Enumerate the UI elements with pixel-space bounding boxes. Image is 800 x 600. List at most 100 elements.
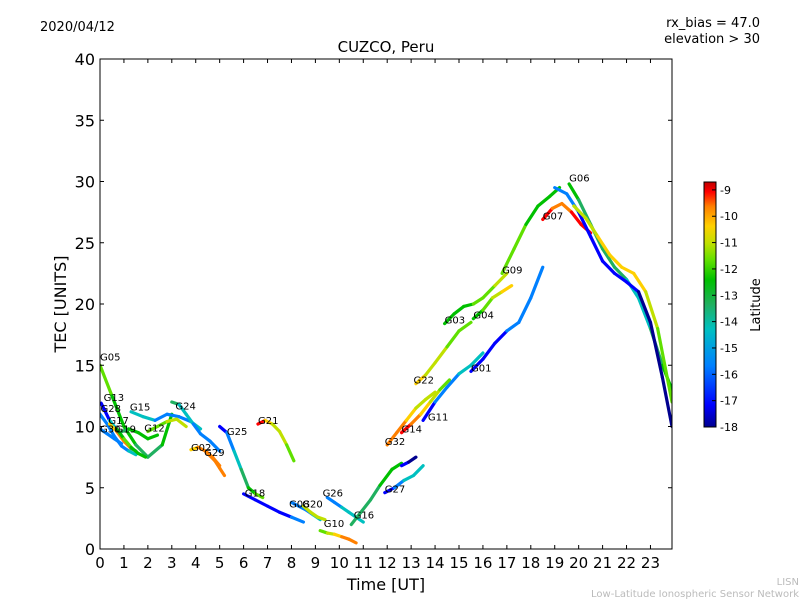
series-segment [471,308,485,321]
series-segment [452,304,466,316]
x-tick-label: 23 [641,554,660,572]
satellite-label: G10 [324,519,344,530]
series-g01 [469,265,545,373]
colorbar-tick-label: -13 [720,289,738,302]
series-segment [541,206,554,222]
series-segment [122,437,133,449]
series-segment [136,451,148,459]
series-segment [383,486,396,495]
series-segment [569,210,583,226]
series-segment [553,186,569,196]
series-segment [146,433,160,441]
colorbar-tick-label: -12 [720,263,738,276]
satellite-label: G03 [445,316,465,327]
x-tick-label: 3 [167,554,177,572]
series-segment [100,412,109,426]
series-segment [423,361,437,377]
x-tick-label: 20 [569,554,588,572]
y-tick-label: 20 [75,295,95,314]
series-segment [433,345,449,365]
satellite-label: G22 [414,376,434,387]
x-tick-label: 18 [521,554,540,572]
series-segment [500,284,514,294]
series-g12 [146,417,188,433]
series-segment [277,429,289,447]
series-segment [184,412,195,426]
series-segment [165,412,181,419]
satellite-label: G16 [354,510,374,521]
series-segment [253,492,265,500]
series-segment [600,259,617,275]
series-segment [253,498,270,508]
series-g19 [115,427,148,459]
satellite-label: G24 [175,401,195,412]
x-tick-label: 15 [449,554,468,572]
series-segment [524,204,540,226]
satellite-label: G17 [108,416,128,427]
series-segment [636,296,653,331]
series-segment [409,412,423,426]
y-tick-label: 25 [75,234,95,253]
x-tick-label: 0 [95,554,105,572]
x-axis-label: Time [UT] [346,575,425,594]
satellite-label: G12 [144,423,164,434]
series-segment [624,280,641,294]
colorbar-tick-label: -17 [720,395,738,408]
series-segment [277,510,294,519]
series-segment [407,455,418,464]
colorbar-tick-label: -9 [720,184,731,197]
series-segment [359,498,373,514]
colorbar-label: Latitude [749,278,764,332]
satellite-label: G07 [543,211,563,222]
series-segment [177,402,188,416]
x-tick-label: 11 [354,554,373,572]
series-segment [153,412,169,422]
series-segment [481,284,497,300]
series-segment [423,390,437,402]
series-segment [419,400,432,416]
series-segment [225,431,236,453]
series-segment [421,400,437,422]
series-segment [500,247,516,275]
satellite-label: G15 [130,403,150,414]
y-tick-label: 35 [75,111,95,130]
series-segment [660,375,672,429]
x-tick-label: 22 [617,554,636,572]
satellite-label: G05 [100,352,120,363]
series-g25 [218,424,265,500]
series-segment [112,437,124,446]
x-tick-label: 12 [378,554,397,572]
series-segment [232,449,243,471]
satellite-label: G28 [100,404,120,415]
satellite-label: G19 [116,425,136,436]
satellite-label: G26 [323,488,343,499]
series-segment [174,417,188,429]
series-segment [620,265,636,275]
series-segment [648,320,665,380]
x-tick-label: 16 [473,554,492,572]
series-g09 [500,186,562,275]
series-segment [438,378,452,392]
series-segment [395,418,408,435]
x-tick-label: 2 [143,554,153,572]
series-segment [632,271,648,294]
series-segment [146,443,164,459]
satellite-label: G14 [402,425,422,436]
colorbar-tick-label: -16 [720,368,738,381]
series-segment [512,222,528,251]
x-tick-label: 10 [330,554,349,572]
satellite-label: G11 [428,412,448,423]
series-segment [208,439,222,453]
credit-lisn: LISN [777,577,799,588]
satellite-label: G21 [258,416,278,427]
series-segment [155,420,169,429]
series-segment [141,415,157,422]
satellite-label: G30 [100,425,120,436]
series-segment [469,357,485,373]
series-segment [198,432,212,443]
series-segment [589,235,605,263]
series-segment [414,373,428,386]
series-segment [644,290,660,331]
series-g24 [170,400,222,453]
